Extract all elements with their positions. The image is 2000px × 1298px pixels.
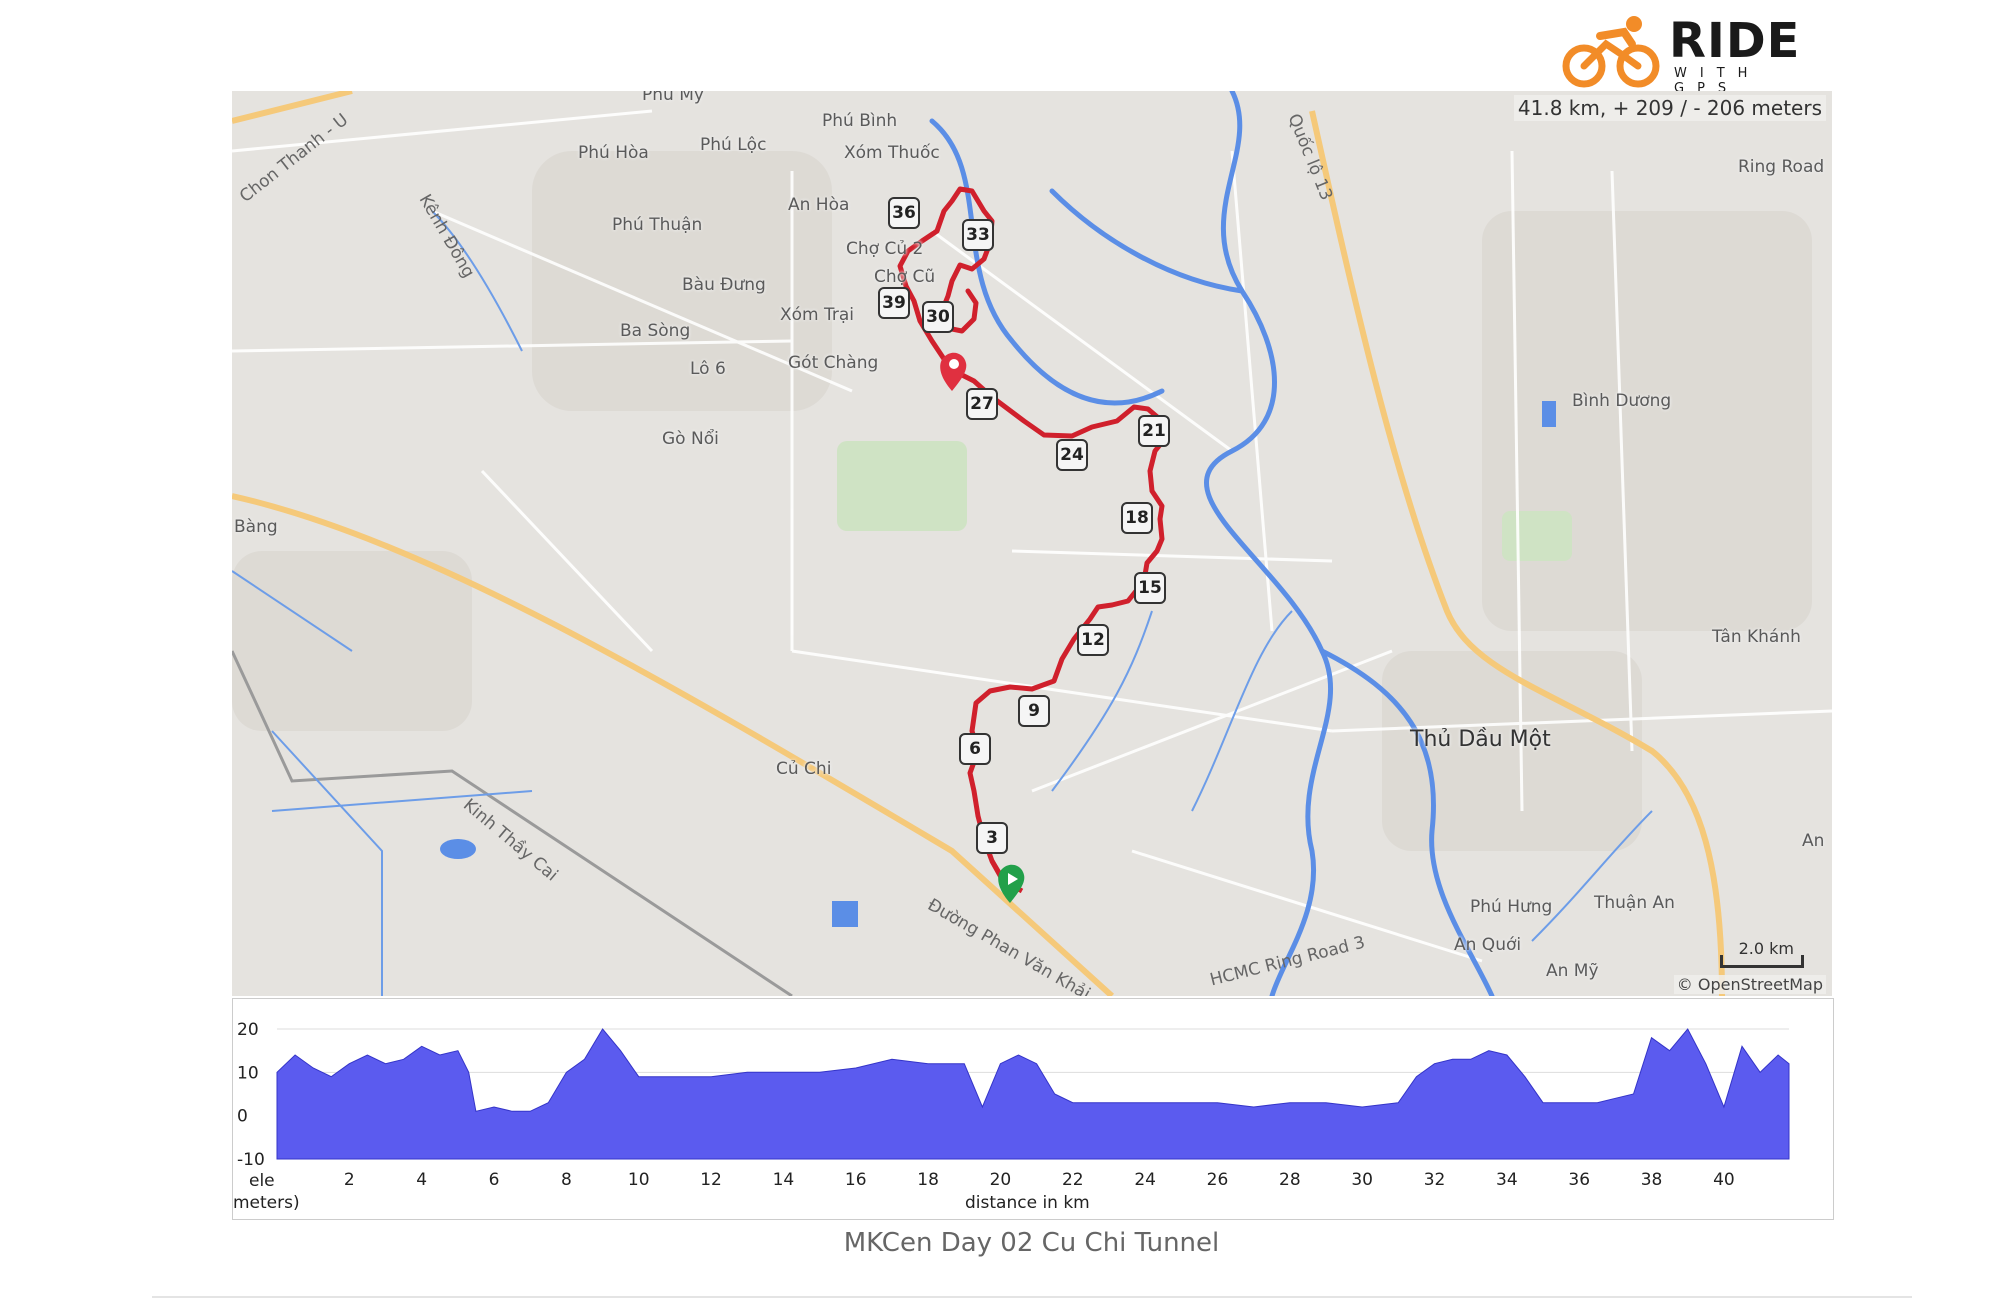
route-caption: MKCen Day 02 Cu Chi Tunnel (843, 1228, 1220, 1258)
x-tick-label: 2 (344, 1170, 355, 1190)
cyclist-logo-icon (1562, 16, 1660, 88)
y-tick-label: 20 (237, 1020, 259, 1040)
green-areas (837, 441, 1572, 561)
place-label: Ba Sòng (620, 321, 691, 341)
km-marker[interactable]: 3 (976, 822, 1008, 854)
scale-bar (1720, 955, 1804, 968)
x-tick-label: 16 (845, 1170, 867, 1190)
place-label: Chợ Cũ (874, 267, 936, 287)
y-axis-unit: meters) (233, 1193, 300, 1213)
place-label: Phú Mỹ (642, 91, 704, 105)
x-tick-label: 36 (1568, 1170, 1590, 1190)
x-tick-label: 4 (416, 1170, 427, 1190)
x-tick-label: 30 (1351, 1170, 1373, 1190)
lakes (440, 401, 1556, 927)
canals (232, 210, 1653, 996)
major-roads (232, 91, 1725, 996)
place-label: Bàu Đưng (682, 275, 766, 295)
place-label: Tân Khánh (1712, 627, 1801, 647)
place-label: Phú Hưng (1470, 897, 1553, 917)
place-label: Phú Lộc (700, 135, 767, 155)
place-label: Bình Dương (1572, 391, 1672, 411)
x-tick-label: 10 (628, 1170, 650, 1190)
place-label: An (1802, 831, 1825, 851)
x-tick-label: 32 (1424, 1170, 1446, 1190)
place-label: Gò Nổi (662, 429, 719, 449)
place-label: Gót Chàng (788, 353, 879, 373)
place-label: Xóm Thuốc (844, 143, 940, 163)
place-label: Chợ Củ 2 (846, 239, 924, 259)
x-axis-label: distance in km (965, 1193, 1090, 1213)
y-tick-label: 0 (237, 1107, 248, 1127)
railway (232, 650, 793, 996)
place-label: Phú Bình (822, 111, 898, 131)
x-tick-label: 24 (1134, 1170, 1156, 1190)
km-marker[interactable]: 30 (922, 301, 954, 333)
route-map[interactable]: 41.8 km, + 209 / - 206 meters Phú Mỹ Phú… (232, 91, 1832, 996)
km-marker[interactable]: 15 (1134, 572, 1166, 604)
end-marker-icon[interactable] (940, 352, 967, 391)
route-line[interactable] (897, 186, 1170, 892)
place-label: Phú Thuận (612, 215, 703, 235)
elevation-area[interactable] (276, 1028, 1790, 1160)
km-marker[interactable]: 12 (1077, 624, 1109, 656)
place-label: Phú Hòa (578, 143, 649, 163)
y-tick-label: -10 (237, 1150, 265, 1170)
x-tick-label: 38 (1641, 1170, 1663, 1190)
km-marker[interactable]: 24 (1056, 439, 1088, 471)
place-label: Lô 6 (690, 359, 726, 379)
urban-areas (232, 151, 1812, 851)
x-tick-label: 20 (990, 1170, 1012, 1190)
km-marker[interactable]: 33 (962, 219, 994, 251)
x-tick-label: 14 (773, 1170, 795, 1190)
place-label: Ring Road (1738, 157, 1825, 177)
place-label: Xóm Trại (780, 305, 855, 325)
km-marker[interactable]: 18 (1121, 502, 1153, 534)
place-label: An Quới (1454, 935, 1522, 955)
km-marker[interactable]: 6 (959, 733, 991, 765)
map-attribution[interactable]: © OpenStreetMap (1673, 975, 1826, 994)
place-label: Củ Chi (776, 759, 832, 779)
x-tick-label: 12 (700, 1170, 722, 1190)
brand-name: RIDE (1669, 13, 1801, 69)
x-tick-label: 18 (917, 1170, 939, 1190)
map-canvas (232, 91, 1832, 996)
place-label-city: Thủ Dầu Một (1410, 727, 1551, 752)
place-label: Thuận An (1594, 893, 1675, 913)
y-axis-label: ele (249, 1171, 275, 1191)
route-stats: 41.8 km, + 209 / - 206 meters (1513, 95, 1826, 121)
elevation-chart[interactable]: 20 10 0 -10 2 4 6 8 10 12 14 16 18 20 22 24 26 28 30 32 34 36… (232, 998, 1834, 1220)
x-tick-label: 26 (1207, 1170, 1229, 1190)
km-marker[interactable]: 27 (966, 388, 998, 420)
ride-with-gps-logo: RIDE WITH GPS (1562, 13, 1830, 96)
place-label: An Mỹ (1546, 961, 1599, 981)
x-tick-label: 28 (1279, 1170, 1301, 1190)
km-marker[interactable]: 9 (1018, 695, 1050, 727)
km-marker[interactable]: 21 (1138, 415, 1170, 447)
scale-label: 2.0 km (1738, 939, 1794, 958)
place-label: An Hòa (788, 195, 850, 215)
km-marker[interactable]: 36 (888, 197, 920, 229)
km-marker[interactable]: 39 (878, 287, 910, 319)
x-tick-label: 8 (561, 1170, 572, 1190)
place-label: Bàng (234, 517, 278, 537)
x-tick-label: 34 (1496, 1170, 1518, 1190)
x-tick-label: 40 (1713, 1170, 1735, 1190)
x-tick-label: 6 (489, 1170, 500, 1190)
start-marker-icon[interactable] (998, 864, 1025, 903)
rivers (929, 91, 1495, 996)
x-tick-label: 22 (1062, 1170, 1084, 1190)
y-tick-label: 10 (237, 1063, 259, 1083)
